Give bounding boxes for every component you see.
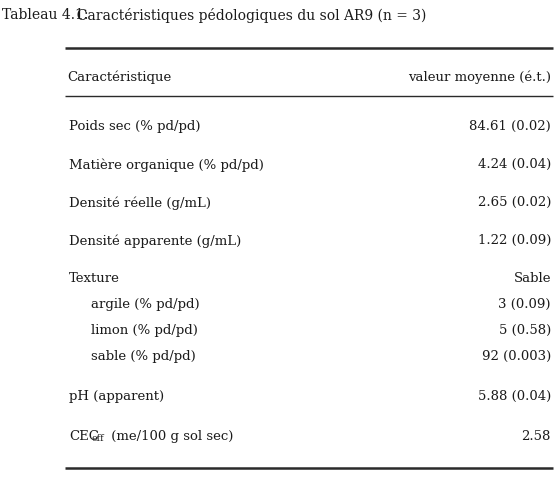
Text: Densité apparente (g/mL): Densité apparente (g/mL): [69, 234, 241, 247]
Text: Sable: Sable: [514, 272, 551, 285]
Text: 3 (0.09): 3 (0.09): [498, 298, 551, 311]
Text: 5 (0.58): 5 (0.58): [499, 324, 551, 337]
Text: pH (apparent): pH (apparent): [69, 390, 164, 403]
Text: limon (% pd/pd): limon (% pd/pd): [91, 324, 198, 337]
Text: eff: eff: [91, 434, 104, 443]
Text: 84.61 (0.02): 84.61 (0.02): [469, 120, 551, 133]
Text: Tableau 4.1:: Tableau 4.1:: [2, 8, 88, 22]
Text: Poids sec (% pd/pd): Poids sec (% pd/pd): [69, 120, 200, 133]
Text: valeur moyenne (é.t.): valeur moyenne (é.t.): [408, 70, 551, 84]
Text: Matière organique (% pd/pd): Matière organique (% pd/pd): [69, 158, 264, 171]
Text: Caractéristiques pédologiques du sol AR9 (n = 3): Caractéristiques pédologiques du sol AR9…: [68, 8, 426, 23]
Text: argile (% pd/pd): argile (% pd/pd): [91, 298, 199, 311]
Text: Caractéristique: Caractéristique: [67, 70, 171, 84]
Text: Densité réelle (g/mL): Densité réelle (g/mL): [69, 196, 211, 209]
Text: 2.65 (0.02): 2.65 (0.02): [478, 196, 551, 209]
Text: 2.58: 2.58: [521, 430, 551, 443]
Text: Texture: Texture: [69, 272, 120, 285]
Text: 1.22 (0.09): 1.22 (0.09): [478, 234, 551, 247]
Text: sable (% pd/pd): sable (% pd/pd): [91, 350, 196, 363]
Text: 5.88 (0.04): 5.88 (0.04): [478, 390, 551, 403]
Text: (me/100 g sol sec): (me/100 g sol sec): [107, 430, 234, 443]
Text: 92 (0.003): 92 (0.003): [482, 350, 551, 363]
Text: CEC: CEC: [69, 430, 99, 443]
Text: 4.24 (0.04): 4.24 (0.04): [478, 158, 551, 171]
